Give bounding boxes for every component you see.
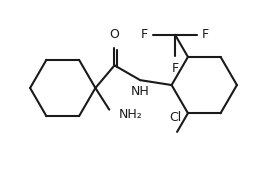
Text: NH: NH (131, 85, 150, 98)
Text: NH₂: NH₂ (119, 108, 143, 121)
Text: Cl: Cl (169, 111, 181, 124)
Text: F: F (141, 28, 148, 41)
Text: F: F (172, 62, 179, 75)
Text: F: F (202, 28, 209, 41)
Text: O: O (110, 28, 120, 41)
